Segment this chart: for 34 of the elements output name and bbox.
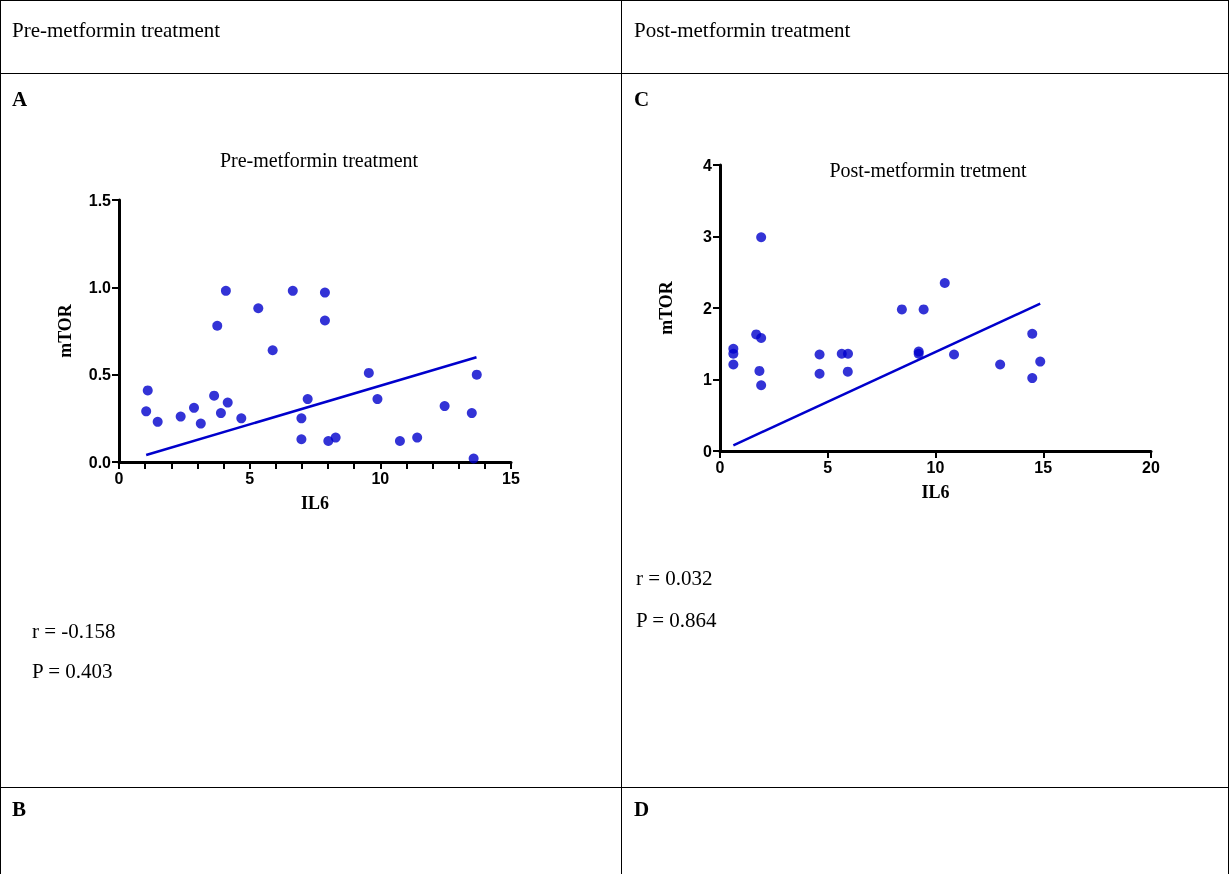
x-tick-label: 20 [1142,458,1160,476]
text: D [634,797,650,822]
y-tick-label: 1.5 [88,191,112,209]
chart-title: Post-metformin tretment [829,159,1028,181]
y-tick-label: 3 [703,228,713,245]
y-axis-title: mTOR [656,280,676,335]
text: Pre-metformin treatment [12,18,221,43]
text: P = 0.403 [32,659,113,684]
y-tick-label: 1 [703,371,713,388]
y-tick-label: 4 [703,156,713,174]
x-tick-label: 0 [114,469,124,487]
text: B [12,797,27,822]
text: C [634,87,650,112]
x-tick-label: 0 [715,458,725,476]
x-tick-label: 10 [371,469,390,487]
chart-title: Pre-metformin treatment [219,149,419,171]
x-axis-title: IL6 [300,493,330,513]
text: Post-metformin treatment [634,18,851,43]
text: P = 0.864 [636,608,717,633]
y-tick-label: 1.0 [88,278,112,296]
x-tick-label: 10 [926,458,945,476]
x-tick-label: 5 [245,469,255,487]
y-tick-label: 2 [703,299,713,317]
y-tick-label: 0.0 [88,453,112,471]
x-axis-title: IL6 [921,482,950,502]
y-tick-label: 0.5 [88,366,112,384]
text: r = -0.158 [32,619,116,644]
x-tick-label: 15 [502,469,520,487]
y-axis-title: mTOR [55,303,75,358]
text: r = 0.032 [636,566,713,591]
x-tick-label: 5 [823,458,833,476]
text: A [12,87,28,112]
y-tick-label: 0 [703,442,713,460]
x-tick-label: 15 [1034,458,1053,476]
